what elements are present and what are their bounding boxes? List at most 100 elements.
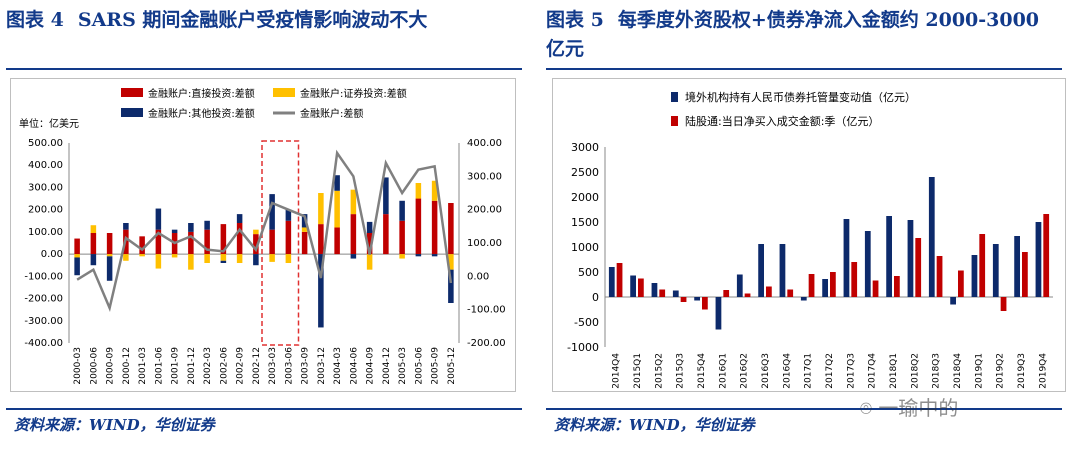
bar-segment <box>90 225 97 233</box>
legend-label: 金融账户:证券投资:差额 <box>300 87 407 100</box>
x-tick-label: 2016Q4 <box>782 353 792 389</box>
bar-segment <box>415 198 422 255</box>
bar <box>971 255 978 297</box>
bar-segment <box>366 221 373 233</box>
x-tick-label: 2017Q4 <box>868 353 878 389</box>
bar-segment <box>171 254 178 258</box>
net-financial-account-line <box>76 149 453 313</box>
x-tick-label: 2018Q3 <box>932 353 942 389</box>
left-axis-tick-label: 500.00 <box>28 138 63 149</box>
figure-5-chart-frame: 境外机构持有人民币债券托管量变动值（亿元） 陆股通:当日净买入成交金额:季（亿元）… <box>552 78 1066 392</box>
bar-segment <box>269 194 275 230</box>
bar <box>1043 214 1050 297</box>
x-tick-label: 2019Q2 <box>996 353 1006 389</box>
figure-4-panel: 图表 4 SARS 期间金融账户受疫情影响波动不大 金融账户:直接投资:差额 金融账… <box>0 0 530 460</box>
x-tick-label: 2015Q3 <box>676 353 686 389</box>
bar-segment <box>399 220 405 255</box>
bar-segment <box>431 200 438 255</box>
bar <box>1000 297 1007 311</box>
bar-segment <box>204 254 210 263</box>
bar <box>822 279 828 297</box>
x-tick-label: 2017Q2 <box>825 353 835 389</box>
bar-segment <box>155 208 162 230</box>
x-tick-label: 2019Q1 <box>974 353 984 389</box>
figure-4-source-rule <box>6 408 522 410</box>
y-axis-tick-label: 3000 <box>571 141 599 154</box>
x-tick-label: 2002-06 <box>219 347 229 385</box>
bar-segment <box>106 254 113 257</box>
bar-segment <box>106 256 113 281</box>
figure-4-title-rule <box>6 68 522 70</box>
bar <box>672 290 679 297</box>
bar-segment <box>253 229 259 235</box>
x-tick-label: 2018Q1 <box>889 353 899 389</box>
x-tick-label: 2003-12 <box>317 347 327 385</box>
bar <box>830 272 836 297</box>
x-tick-label: 2019Q3 <box>1017 353 1027 389</box>
bar <box>651 283 658 297</box>
figure-5-title-line2: 亿元 <box>546 38 585 60</box>
figure-5-title: 图表 5 每季度外资股权+债券净流入金额约 2000-3000 亿元 <box>546 6 1039 64</box>
legend-swatch <box>671 92 678 102</box>
bar-segment <box>139 236 145 255</box>
bar <box>907 220 914 297</box>
bar <box>723 290 730 297</box>
figure-5-source-rule <box>546 408 1062 410</box>
legend-swatch <box>121 108 143 117</box>
left-axis-tick-label: -400.00 <box>24 338 63 349</box>
bar-segment <box>366 254 373 270</box>
bar-segment <box>448 203 454 255</box>
bar-segment <box>188 231 194 255</box>
bar-segment <box>350 189 357 215</box>
bar <box>872 280 879 297</box>
x-tick-label: 2015Q4 <box>697 353 707 389</box>
left-axis-tick-label: 100.00 <box>28 227 63 238</box>
bar-segment <box>236 214 243 223</box>
bar-segment <box>74 254 80 258</box>
right-axis-tick-label: 300.00 <box>467 171 502 182</box>
bar <box>659 289 666 297</box>
bar <box>766 286 772 297</box>
y-axis-tick-label: 2000 <box>571 191 599 204</box>
bar-segment <box>188 254 194 270</box>
legend-swatch <box>273 88 295 97</box>
bar <box>915 238 922 297</box>
figure-5-label: 图表 5 <box>546 9 604 31</box>
bar-segment <box>399 254 405 259</box>
x-tick-label: 2016Q2 <box>740 353 750 389</box>
bar <box>616 263 623 297</box>
bar <box>787 289 794 297</box>
x-tick-label: 2015Q1 <box>633 353 643 389</box>
figure-4-source: 资料来源：WIND，华创证券 <box>14 416 215 434</box>
bar-segment <box>204 220 210 230</box>
bar-segment <box>301 227 308 232</box>
x-tick-label: 2005-12 <box>447 347 457 385</box>
legend-label: 金融账户:其他投资:差额 <box>148 107 255 120</box>
bar <box>736 274 743 297</box>
x-tick-label: 2001-12 <box>187 347 197 385</box>
right-axis-tick-label: 200.00 <box>467 205 502 216</box>
figure-5-chart: 境外机构持有人民币债券托管量变动值（亿元） 陆股通:当日净买入成交金额:季（亿元）… <box>567 90 1053 389</box>
bar <box>1022 252 1028 297</box>
bar-segment <box>171 229 178 233</box>
bar <box>950 297 956 305</box>
bar-segment <box>399 200 405 221</box>
bar-segment <box>74 257 80 276</box>
y-axis-tick-label: -1000 <box>567 341 599 354</box>
bar-segment <box>285 254 292 263</box>
bar <box>715 297 722 330</box>
bar <box>936 256 943 297</box>
bar <box>744 293 751 297</box>
x-tick-label: 2004-03 <box>333 347 343 385</box>
bar-segment <box>139 254 145 257</box>
bar-segment <box>285 220 292 255</box>
x-tick-label: 2019Q4 <box>1038 353 1048 389</box>
bar <box>864 231 871 297</box>
bar <box>680 297 687 302</box>
x-tick-label: 2016Q3 <box>761 353 771 389</box>
bar-segment <box>253 254 259 266</box>
x-tick-label: 2002-09 <box>236 347 246 385</box>
bar-segment <box>106 233 113 255</box>
bar <box>702 297 708 310</box>
bar <box>928 177 935 297</box>
